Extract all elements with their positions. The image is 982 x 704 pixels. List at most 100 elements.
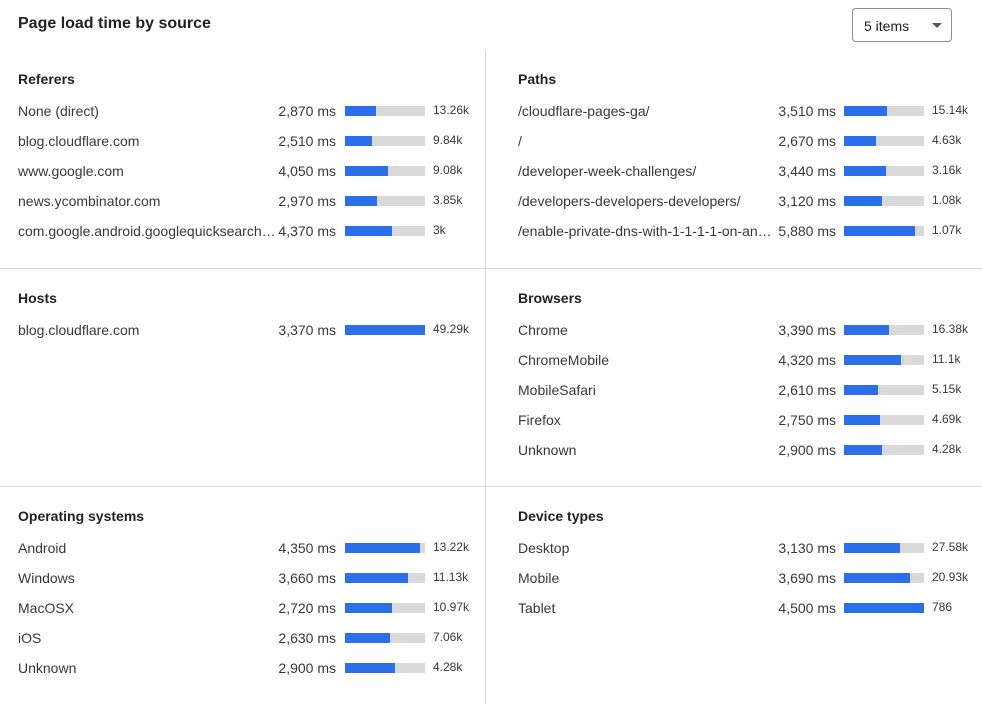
item-count: 5.15k	[932, 382, 962, 396]
list-item: / 2,670 ms 4.63k	[486, 131, 982, 151]
item-bar-fill	[844, 136, 876, 146]
item-bar-fill	[844, 543, 900, 553]
item-bar-fill	[844, 325, 889, 335]
item-bar	[345, 633, 425, 643]
item-bar-fill	[345, 226, 393, 236]
item-count: 13.26k	[433, 103, 470, 117]
list-item: Firefox 2,750 ms 4.69k	[486, 410, 982, 430]
item-label: Tablet	[518, 600, 556, 616]
panel-title: Operating systems	[18, 508, 145, 524]
list-item: Tablet 4,500 ms 786	[486, 598, 982, 618]
item-bar	[844, 445, 924, 455]
item-bar-fill	[844, 573, 910, 583]
item-count: 4.28k	[433, 660, 463, 674]
item-load-time: 3,390 ms	[778, 322, 836, 338]
item-count: 11.1k	[932, 352, 961, 366]
item-bar-fill	[345, 663, 396, 673]
list-item: Android 4,350 ms 13.22k	[0, 538, 485, 558]
item-load-time: 3,510 ms	[778, 103, 836, 119]
item-load-time: 3,370 ms	[278, 322, 336, 338]
item-load-time: 4,050 ms	[278, 163, 336, 179]
panel-title: Paths	[518, 71, 557, 87]
item-bar-fill	[844, 445, 882, 455]
panel-paths: Paths/cloudflare-pages-ga/3,510 ms 15.14k…	[486, 50, 982, 268]
panel-browsers: Browsers Chrome 3,390 ms 16.38k ChromeMobile…	[486, 268, 982, 486]
item-load-time: 4,370 ms	[278, 223, 336, 239]
item-label: /enable-private-dns-with-1-1-1-1-on-andr…	[518, 223, 774, 239]
item-count: 1.07k	[932, 223, 962, 237]
item-bar	[844, 415, 924, 425]
item-bar	[844, 106, 924, 116]
item-label: MacOSX	[18, 600, 75, 616]
item-load-time: 3,120 ms	[778, 193, 836, 209]
item-count: 3.16k	[932, 163, 962, 177]
list-item: MobileSafari 2,610 ms 5.15k	[486, 380, 982, 400]
item-bar	[345, 196, 425, 206]
item-bar	[345, 226, 425, 236]
item-bar-fill	[345, 166, 389, 176]
item-label: /cloudflare-pages-ga/	[518, 103, 650, 119]
item-label: blog.cloudflare.com	[18, 322, 140, 338]
item-bar-fill	[844, 385, 878, 395]
list-item: www.google.com 4,050 ms 9.08k	[0, 161, 485, 181]
item-label: Mobile	[518, 570, 560, 586]
item-count: 3k	[433, 223, 446, 237]
item-bar	[345, 543, 425, 553]
list-item: ChromeMobile 4,320 ms 11.1k	[486, 350, 982, 370]
item-count: 4.63k	[932, 133, 962, 147]
item-bar	[844, 355, 924, 365]
items-count-value: 5 items	[864, 18, 910, 34]
item-count: 1.08k	[932, 193, 962, 207]
list-item: MacOSX 2,720 ms 10.97k	[0, 598, 485, 618]
list-item: blog.cloudflare.com 3,370 ms 49.29k	[0, 320, 485, 340]
item-label: /	[518, 133, 522, 149]
list-item: /developer-week-challenges/3,440 ms 3.16k	[486, 161, 982, 181]
item-load-time: 2,750 ms	[778, 412, 836, 428]
item-load-time: 3,690 ms	[778, 570, 836, 586]
item-bar	[345, 136, 425, 146]
panel-title: Referers	[18, 71, 75, 87]
item-bar-fill	[844, 106, 888, 116]
item-load-time: 2,510 ms	[278, 133, 336, 149]
panel-hosts: Hosts blog.cloudflare.com 3,370 ms 49.29k	[0, 268, 486, 486]
list-item: Unknown 2,900 ms 4.28k	[486, 440, 982, 460]
item-load-time: 3,440 ms	[778, 163, 836, 179]
item-label: /developers-developers-developers/	[518, 193, 741, 209]
item-count: 20.93k	[932, 570, 969, 584]
item-count: 10.97k	[433, 600, 470, 614]
caret-down-icon	[932, 23, 942, 28]
item-load-time: 2,900 ms	[278, 660, 336, 676]
item-bar-fill	[345, 106, 377, 116]
item-bar	[844, 325, 924, 335]
item-bar-fill	[345, 325, 425, 335]
list-item: Mobile 3,690 ms 20.93k	[486, 568, 982, 588]
list-item: Unknown 2,900 ms 4.28k	[0, 658, 485, 678]
panel-title: Hosts	[18, 290, 57, 306]
list-item: com.google.android.googlequicksearchbox 4…	[0, 221, 485, 241]
page-title: Page load time by source	[18, 15, 211, 32]
item-bar-fill	[345, 543, 421, 553]
item-count: 16.38k	[932, 322, 969, 336]
item-label: Unknown	[18, 660, 77, 676]
item-count: 49.29k	[433, 322, 470, 336]
item-label: Windows	[18, 570, 75, 586]
item-load-time: 2,610 ms	[778, 382, 836, 398]
list-item: blog.cloudflare.com 2,510 ms 9.84k	[0, 131, 485, 151]
item-bar	[345, 325, 425, 335]
item-label: Firefox	[518, 412, 561, 428]
items-count-select[interactable]: 5 items	[852, 8, 952, 42]
item-bar	[345, 603, 425, 613]
item-load-time: 2,870 ms	[278, 103, 336, 119]
panel-title: Browsers	[518, 290, 582, 306]
item-label: ChromeMobile	[518, 352, 610, 368]
item-count: 786	[932, 600, 953, 614]
item-label: Desktop	[518, 540, 570, 556]
item-bar-fill	[844, 166, 886, 176]
item-bar	[844, 196, 924, 206]
item-load-time: 3,660 ms	[278, 570, 336, 586]
item-count: 9.84k	[433, 133, 463, 147]
item-bar-fill	[345, 196, 377, 206]
item-count: 9.08k	[433, 163, 463, 177]
list-item: Desktop 3,130 ms 27.58k	[486, 538, 982, 558]
item-label: /developer-week-challenges/	[518, 163, 697, 179]
